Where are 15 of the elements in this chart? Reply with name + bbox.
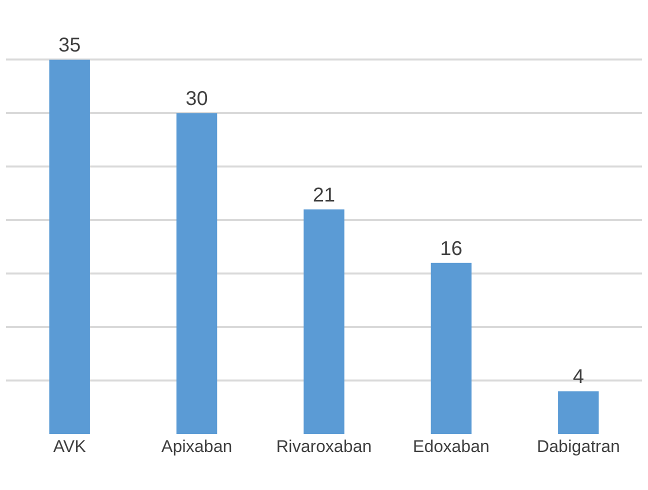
data-label: 4 [572, 366, 584, 388]
x-tick-label: Rivaroxaban [276, 437, 372, 456]
bar [558, 391, 599, 434]
bar [176, 113, 218, 434]
data-label: 35 [58, 34, 81, 57]
x-tick-label: AVK [53, 437, 87, 456]
data-label: 16 [440, 238, 462, 260]
x-tick-label: Dabigatran [536, 437, 620, 456]
bar [304, 209, 344, 434]
data-label: 30 [186, 88, 208, 110]
data-label: 21 [312, 184, 336, 206]
x-tick-label: Apixaban [161, 437, 232, 456]
bar [430, 262, 472, 434]
bar [49, 60, 90, 434]
x-tick-label: Edoxaban [412, 437, 490, 456]
